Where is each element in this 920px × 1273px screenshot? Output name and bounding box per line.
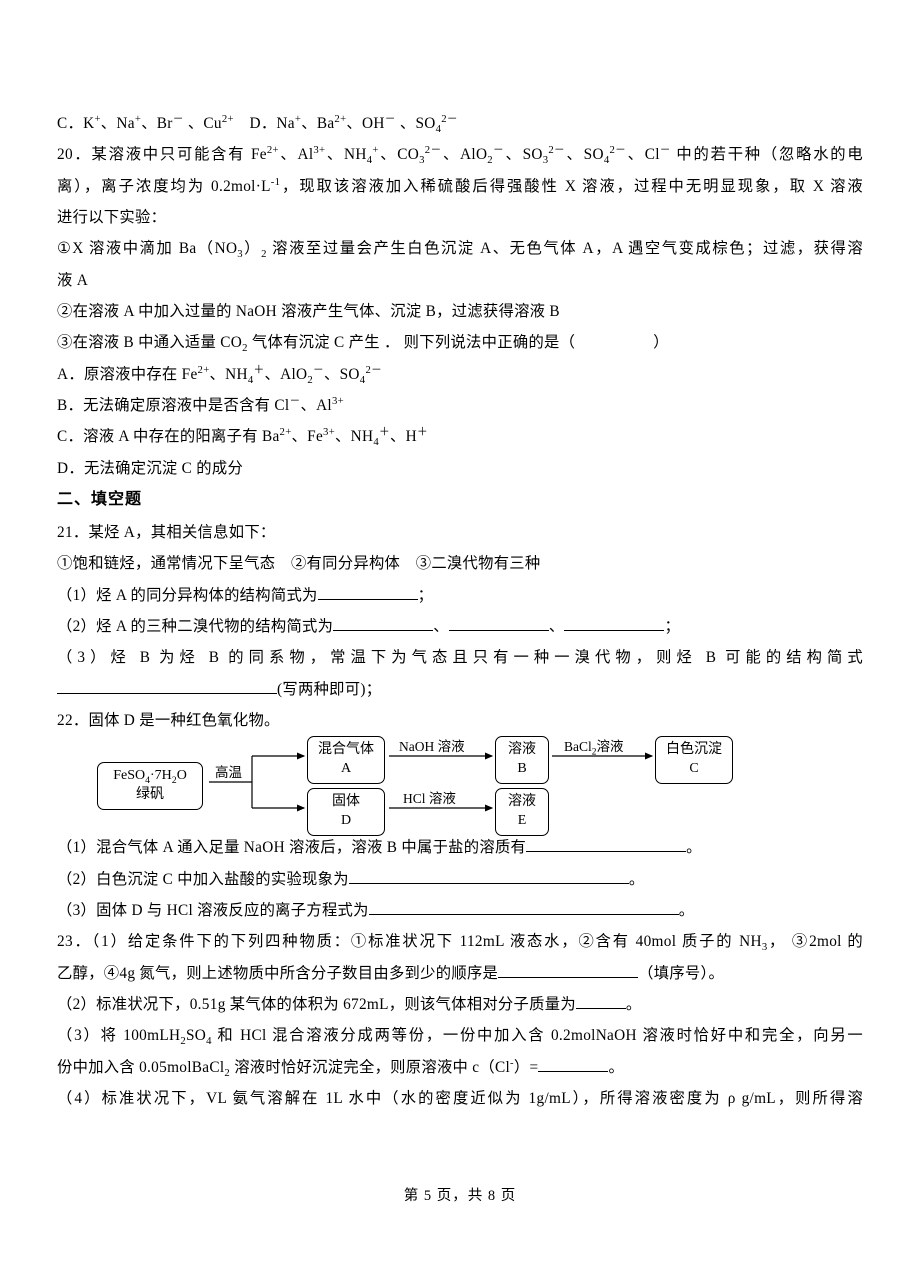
q22-p2-end: 。 bbox=[629, 871, 645, 888]
q20-opt-d: D．无法确定沉淀 C 的成分 bbox=[57, 453, 863, 484]
sep: 、 bbox=[549, 618, 565, 635]
q20-stem-1: 20．某溶液中只可能含有 Fe2+、Al3+、NH4+、CO32－、AlO2－、… bbox=[57, 139, 863, 170]
q21-p1: （1）烃 A 的同分异构体的结构简式为 ； bbox=[57, 580, 863, 611]
page-footer: 第 5 页，共 8 页 bbox=[0, 1184, 920, 1205]
blank bbox=[538, 1058, 608, 1072]
q23-p2-text: （2）标准状况下，0.51g 某气体的体积为 672mL，则该气体相对分子质量为 bbox=[57, 996, 576, 1013]
blank bbox=[318, 586, 418, 600]
q22-p3-end: 。 bbox=[679, 902, 695, 919]
flow-label-b: BaCl2溶液 bbox=[564, 738, 623, 756]
q21-p2-text: （2）烃 A 的三种二溴代物的结构简式为 bbox=[57, 618, 333, 635]
q21-p3-end: (写两种即可)； bbox=[277, 681, 381, 698]
section-2-title: 二、填空题 bbox=[57, 484, 863, 517]
q23-p1b-text: 乙醇，④4g 氮气，则上述物质中所含分子数目由多到少的顺序是 bbox=[57, 965, 498, 982]
q23-p4: （4）标准状况下，VL 氨气溶解在 1L 水中（水的密度近似为 1g/mL），所… bbox=[57, 1083, 863, 1114]
q-options-cd: C．K+、Na+、Br－ 、Cu2+ D．Na+、Ba2+、OH－ 、SO42－ bbox=[57, 108, 863, 139]
q23-p1a: 23．（1）给定条件下的下列四种物质：①标准状况下 112mL 液态水，②含有 … bbox=[57, 926, 863, 957]
q23-p2-end: 。 bbox=[626, 996, 642, 1013]
blank bbox=[369, 901, 679, 915]
q22-p1: （1）混合气体 A 通入足量 NaOH 溶液后，溶液 B 中属于盐的溶质有 。 bbox=[57, 832, 863, 863]
q20-stem-2: 离），离子浓度均为 0.2mol·L-1，现取该溶液加入稀硫酸后得强酸性 X 溶… bbox=[57, 171, 863, 202]
q20-opt-b: B．无法确定原溶液中是否含有 Cl－、Al3+ bbox=[57, 390, 863, 421]
q21-p1-text: （1）烃 A 的同分异构体的结构简式为 bbox=[57, 587, 318, 604]
q20-cond-2: ②在溶液 A 中加入过量的 NaOH 溶液产生气体、沉淀 B，过滤获得溶液 B bbox=[57, 296, 863, 327]
blank bbox=[564, 617, 664, 631]
q22-p2-text: （2）白色沉淀 C 中加入盐酸的实验现象为 bbox=[57, 871, 349, 888]
q22-stem: 22．固体 D 是一种红色氧化物。 bbox=[57, 705, 863, 736]
q23-p3a: （3）将 100mLH2SO4 和 HCl 混合溶液分成两等份，一份中加入含 0… bbox=[57, 1020, 863, 1051]
q21-p2: （2）烃 A 的三种二溴代物的结构简式为 、 、 ； bbox=[57, 611, 863, 642]
q23-p1b-end: （填序号）。 bbox=[638, 965, 724, 982]
q23-p2: （2）标准状况下，0.51g 某气体的体积为 672mL，则该气体相对分子质量为… bbox=[57, 989, 863, 1020]
flow-box-d: 固体D bbox=[307, 788, 385, 835]
flow-box-c: 白色沉淀C bbox=[655, 736, 733, 783]
flow-label-start: 高温 bbox=[215, 764, 242, 782]
q20-cond-3: ③在溶液 B 中通入适量 CO2 气体有沉淀 C 产生 ． 则下列说法中正确的是… bbox=[57, 327, 863, 358]
q21-p3b: (写两种即可)； bbox=[57, 674, 863, 705]
q22-p1-end: 。 bbox=[686, 839, 702, 856]
sep: 、 bbox=[433, 618, 449, 635]
q20-stem-3: 进行以下实验： bbox=[57, 202, 863, 233]
q21-p2-end: ； bbox=[664, 618, 680, 635]
flow-label-d: HCl 溶液 bbox=[403, 790, 456, 808]
blank bbox=[333, 617, 433, 631]
flow-box-a: 混合气体A bbox=[307, 736, 385, 783]
flow-start: FeSO4·7H2O绿矾 bbox=[97, 762, 203, 809]
q23-p3b: 份中加入含 0.05molBaCl2 溶液时恰好沉淀完全，则原溶液中 c（Cl-… bbox=[57, 1052, 863, 1083]
q20-cond-1a: ①X 溶液中滴加 Ba（NO3）2 溶液至过量会产生白色沉淀 A、无色气体 A，… bbox=[57, 233, 863, 264]
q23-p1b: 乙醇，④4g 氮气，则上述物质中所含分子数目由多到少的顺序是 （填序号）。 bbox=[57, 958, 863, 989]
q20-opt-a: A．原溶液中存在 Fe2+、NH4＋、AlO2－、SO42－ bbox=[57, 359, 863, 390]
flowchart: FeSO4·7H2O绿矾 高温 混合气体A NaOH 溶液 溶液B BaCl2溶… bbox=[97, 736, 807, 832]
q21-p3a: （3）烃 B 为烃 B 的同系物，常温下为气态且只有一种一溴代物，则烃 B 可能… bbox=[57, 642, 863, 673]
blank bbox=[498, 964, 638, 978]
q21-info: ①饱和链烃，通常情况下呈气态 ②有同分异构体 ③二溴代物有三种 bbox=[57, 548, 863, 579]
flow-label-a: NaOH 溶液 bbox=[399, 738, 465, 756]
q21-stem: 21．某烃 A，其相关信息如下： bbox=[57, 517, 863, 548]
q20-cond-1b: 液 A bbox=[57, 265, 863, 296]
q22-p2: （2）白色沉淀 C 中加入盐酸的实验现象为 。 bbox=[57, 864, 863, 895]
q20-opt-c: C．溶液 A 中存在的阳离子有 Ba2+、Fe3+、NH4＋、H＋ bbox=[57, 421, 863, 452]
blank bbox=[57, 680, 277, 694]
q21-p1-end: ； bbox=[418, 587, 434, 604]
flow-box-e: 溶液E bbox=[495, 788, 549, 835]
blank bbox=[449, 617, 549, 631]
flow-box-b: 溶液B bbox=[495, 736, 549, 783]
q23-p3b-end: 。 bbox=[608, 1059, 624, 1076]
blank bbox=[526, 839, 686, 853]
blank bbox=[576, 995, 626, 1009]
q22-p3: （3）固体 D 与 HCl 溶液反应的离子方程式为 。 bbox=[57, 895, 863, 926]
q22-p3-text: （3）固体 D 与 HCl 溶液反应的离子方程式为 bbox=[57, 902, 369, 919]
q22-p1-text: （1）混合气体 A 通入足量 NaOH 溶液后，溶液 B 中属于盐的溶质有 bbox=[57, 839, 526, 856]
blank bbox=[349, 870, 629, 884]
